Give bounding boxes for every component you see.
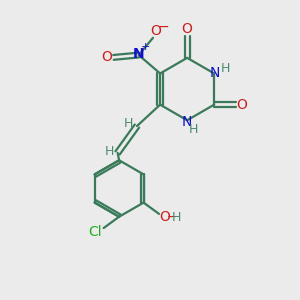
Text: N: N [210,66,220,80]
Text: −: − [158,20,169,34]
Text: N: N [182,115,192,129]
Text: H: H [221,61,230,75]
Text: −: − [167,211,178,224]
Text: Cl: Cl [88,225,102,238]
Text: H: H [124,117,133,130]
Text: O: O [101,50,112,64]
Text: O: O [182,22,193,36]
Text: H: H [189,123,198,136]
Text: O: O [150,24,161,38]
Text: N: N [132,46,144,61]
Text: O: O [237,98,248,112]
Text: H: H [172,211,181,224]
Text: O: O [159,211,170,224]
Text: +: + [141,42,150,52]
Text: H: H [105,145,114,158]
